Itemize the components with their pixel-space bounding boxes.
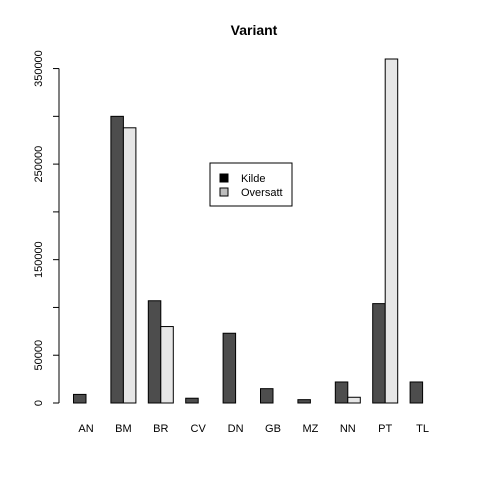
legend-label-kilde: Kilde [241,173,265,185]
legend-swatch-oversatt [219,187,229,197]
x-label-dn: DN [228,423,244,435]
x-label-mz: MZ [302,423,318,435]
y-tick-label: 250000 [33,146,45,183]
y-tick-label: 150000 [33,241,45,278]
legend-label-oversatt: Oversatt [241,187,283,199]
chart-title: Variant [231,22,278,38]
y-tick-label: 50000 [33,340,45,371]
x-label-an: AN [78,423,93,435]
x-label-gb: GB [265,423,281,435]
legend: Kilde Oversatt [209,162,293,207]
bar-kilde-tl [409,381,424,404]
legend-swatch-kilde [219,173,229,183]
x-label-nn: NN [340,423,356,435]
y-tick-label: 0 [33,400,45,406]
y-tick-label: 350000 [33,50,45,87]
x-label-pt: PT [378,423,392,435]
y-axis: 0 50000 150000 250000 350000 [33,50,60,406]
bars [73,58,424,404]
x-label-cv: CV [191,423,207,435]
bar-oversatt-bm [122,127,137,404]
x-label-bm: BM [115,423,132,435]
bar-kilde-pt [372,303,386,404]
bar-oversatt-br [160,326,174,404]
x-axis-labels: AN BM BR CV DN GB MZ NN PT TL [78,423,429,435]
x-label-tl: TL [416,423,429,435]
bar-kilde-nn [334,381,349,404]
bar-kilde-mz [297,399,311,404]
bar-kilde-bm [110,115,124,404]
legend-box [209,162,293,207]
bar-kilde-dn [222,332,237,404]
bar-kilde-gb [260,388,274,404]
bar-oversatt-nn [347,396,361,404]
bar-kilde-br [147,300,162,404]
bar-kilde-an [73,393,87,404]
bar-kilde-cv [185,397,199,404]
bar-oversatt-pt [384,58,399,404]
x-label-br: BR [153,423,168,435]
